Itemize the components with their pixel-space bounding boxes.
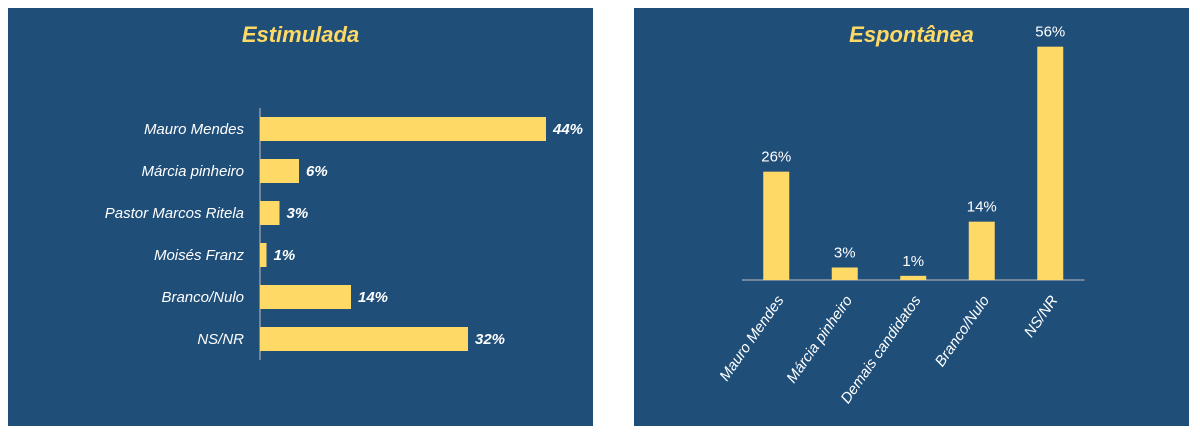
bar xyxy=(763,171,790,280)
bar xyxy=(260,201,280,225)
data-label: 3% xyxy=(834,245,856,262)
data-label: 14% xyxy=(967,199,997,216)
bar xyxy=(260,117,546,141)
chart-title: Espontânea xyxy=(849,22,974,47)
category-label: Branco/Nulo xyxy=(932,293,993,370)
bar xyxy=(260,159,299,183)
bar xyxy=(260,285,351,309)
bar xyxy=(900,275,927,280)
data-label: 44% xyxy=(552,121,583,138)
bar xyxy=(968,221,995,280)
data-label: 26% xyxy=(761,149,791,166)
data-label: 56% xyxy=(1035,24,1065,41)
category-label: Pastor Marcos Ritela xyxy=(105,205,244,222)
category-label: NS/NR xyxy=(197,331,244,348)
category-label: Mauro Mendes xyxy=(716,292,788,384)
bar xyxy=(1037,46,1064,280)
data-label: 1% xyxy=(902,253,924,270)
data-label: 1% xyxy=(274,247,296,264)
category-label: Moisés Franz xyxy=(154,247,245,264)
chart-panel-estimulada: Estimulada Mauro Mendes 44% Márcia pinheir… xyxy=(8,8,593,426)
bar xyxy=(260,327,468,351)
data-label: 14% xyxy=(358,289,388,306)
data-label: 32% xyxy=(475,331,505,348)
bar xyxy=(260,243,267,267)
category-label: Márcia pinheiro xyxy=(141,163,244,180)
chart-panel-espontanea: Espontânea 26% Mauro Mendes 3% Márcia pinhe… xyxy=(634,8,1189,426)
chart-title: Estimulada xyxy=(241,22,360,47)
category-label: Mauro Mendes xyxy=(144,121,245,138)
bar xyxy=(831,267,858,280)
data-label: 6% xyxy=(306,163,328,180)
category-label: Branco/Nulo xyxy=(161,289,244,306)
data-label: 3% xyxy=(287,205,309,222)
category-label: Márcia pinheiro xyxy=(783,293,856,387)
horizontal-bar-chart: Mauro Mendes 44% Márcia pinheiro 6% Pastor M… xyxy=(105,108,583,360)
category-label: NS/NR xyxy=(1021,292,1062,340)
